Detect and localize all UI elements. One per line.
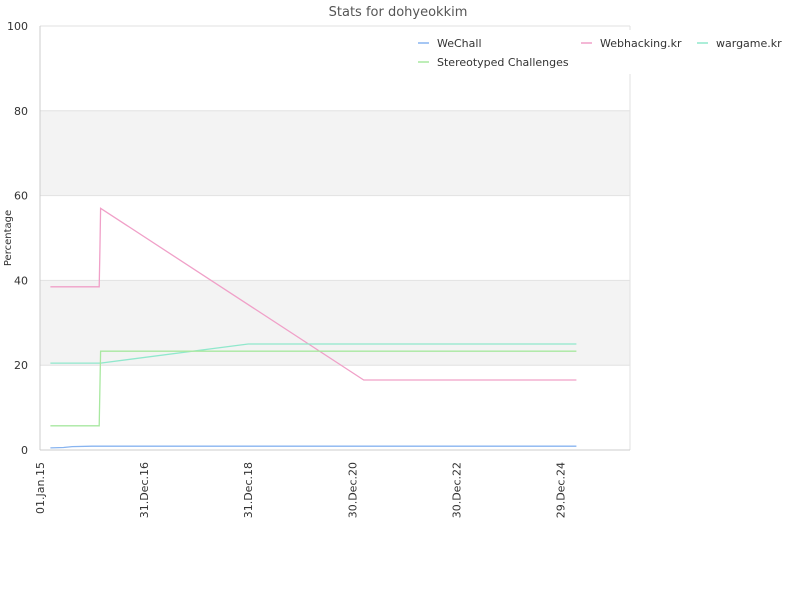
- series-line: [50, 445, 577, 449]
- chart-title: Stats for dohyeokkim: [329, 5, 468, 20]
- x-tick-label: 29.Dec.24: [554, 462, 567, 518]
- x-tick-label: 01.Jan.15: [34, 462, 47, 514]
- x-tick-label: 30.Dec.20: [346, 462, 359, 518]
- series-line: [50, 350, 577, 427]
- axes: [39, 26, 631, 451]
- y-tick-label: 100: [7, 20, 28, 33]
- x-tick-label: 31.Dec.16: [138, 462, 151, 518]
- legend-entry: WeChall: [437, 37, 482, 50]
- grid-bands: [40, 110, 630, 366]
- grid-band: [40, 280, 630, 366]
- y-axis-label: Percentage: [3, 210, 14, 266]
- legend: WeChall Webhacking.kr wargame.kr Stereotype…: [400, 30, 800, 74]
- y-tick-label: 80: [14, 105, 28, 118]
- y-tick-label: 20: [14, 359, 28, 372]
- y-tick-label: 60: [14, 190, 28, 203]
- legend-entry: wargame.kr: [716, 37, 782, 50]
- y-tick-label: 0: [21, 444, 28, 457]
- x-tick-label: 30.Dec.22: [450, 462, 463, 518]
- y-tick-labels: 0 20 40 60 80 100: [7, 20, 28, 457]
- y-tick-label: 40: [14, 274, 28, 287]
- legend-entry: Stereotyped Challenges: [437, 56, 569, 69]
- legend-entry: Webhacking.kr: [600, 37, 682, 50]
- series-line: [50, 207, 577, 381]
- grid-band: [40, 110, 630, 196]
- grid-lines: [40, 25, 630, 451]
- series-lines: [50, 207, 577, 449]
- x-tick-labels: 01.Jan.15 31.Dec.16 31.Dec.18 30.Dec.20 30.D…: [34, 462, 567, 518]
- legend-background: [400, 30, 800, 74]
- series-line: [50, 343, 577, 364]
- x-tick-label: 31.Dec.18: [242, 462, 255, 518]
